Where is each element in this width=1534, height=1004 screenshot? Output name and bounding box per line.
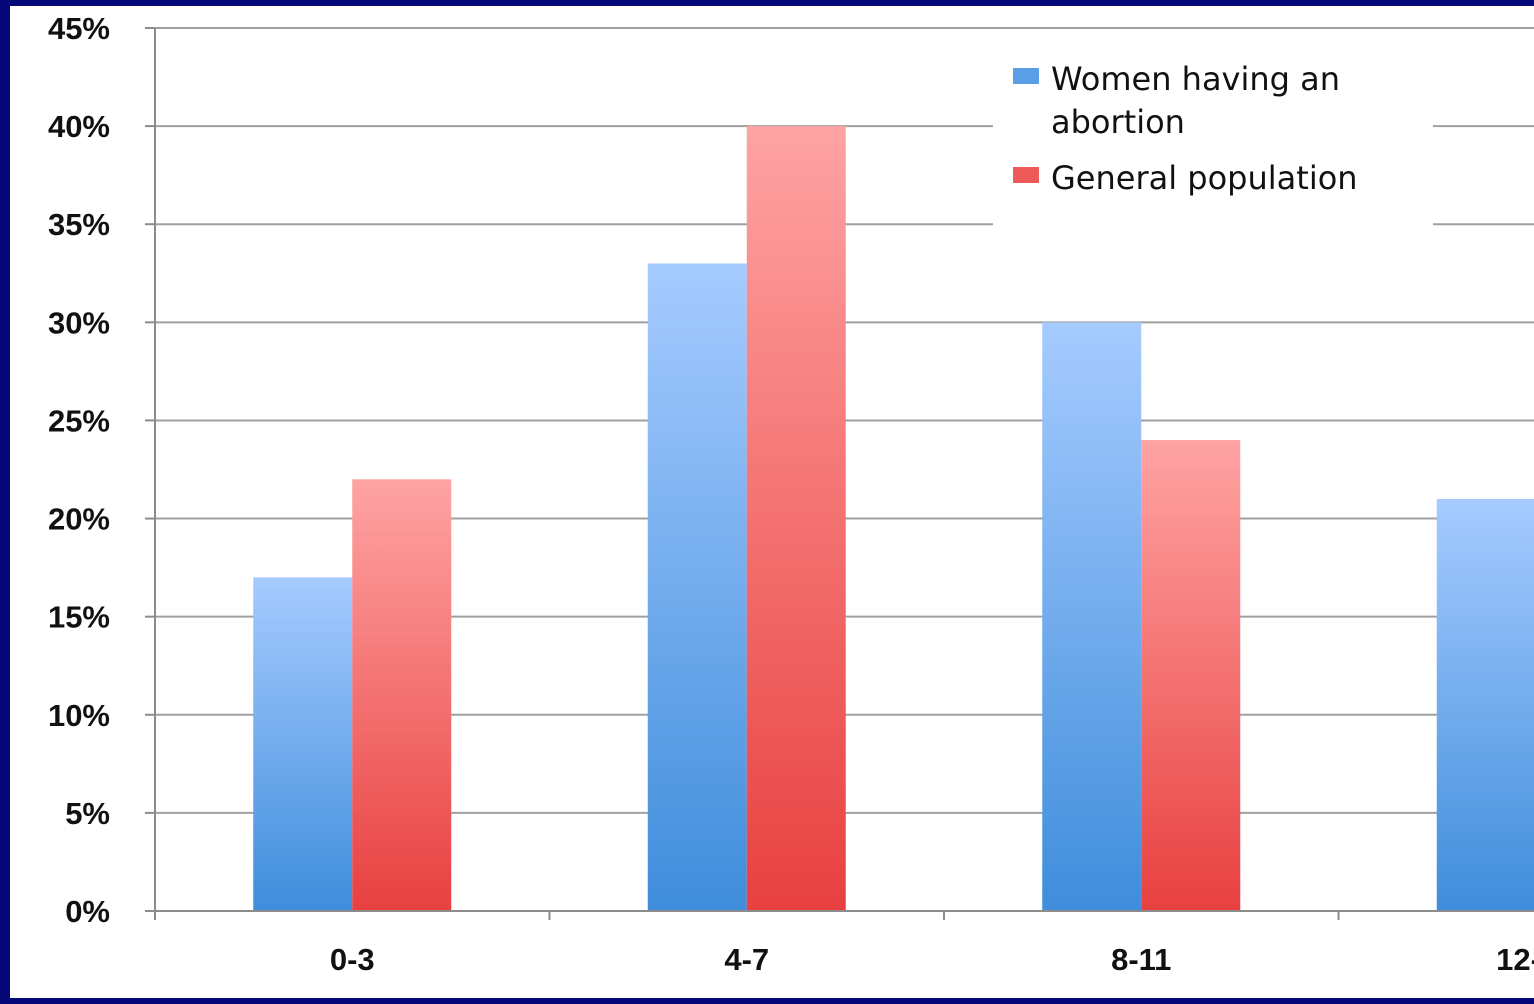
y-tick-label: 10% [48, 698, 110, 733]
bar-women-having-an-abortion-4-7 [647, 263, 747, 911]
legend-background [993, 52, 1433, 232]
legend-label: abortion [1051, 103, 1185, 141]
bar-general-population-0-3 [352, 479, 452, 911]
y-tick-label: 5% [65, 796, 110, 831]
y-tick-label: 35% [48, 207, 110, 242]
blue-square-icon [1013, 68, 1039, 84]
x-tick-label: 0-3 [330, 942, 375, 977]
y-axis-tick-labels: 0% 5% 10% 15% 20% 25% 30% 35% 40% 45% [48, 11, 110, 929]
y-tick-label: 40% [48, 109, 110, 144]
legend: Women having an abortion General populatio… [993, 52, 1433, 232]
legend-label: General population [1051, 159, 1358, 197]
x-tick-label: 4-7 [724, 942, 769, 977]
x-axis-tick-labels: 0-3 4-7 8-11 12-15 [330, 942, 1534, 977]
bar-women-having-an-abortion-8-11 [1042, 322, 1142, 911]
y-tick-label: 30% [48, 305, 110, 340]
y-tick-label: 0% [65, 894, 110, 929]
bar-women-having-an-abortion-0-3 [253, 577, 353, 911]
y-tick-label: 45% [48, 11, 110, 46]
y-tick-label: 25% [48, 403, 110, 438]
legend-label: Women having an [1051, 60, 1340, 98]
x-tick-label: 12-15 [1496, 942, 1534, 977]
x-tick-label: 8-11 [1111, 942, 1171, 977]
bar-general-population-4-7 [746, 126, 846, 912]
red-square-icon [1013, 167, 1039, 183]
bar-women-having-an-abortion-12-15 [1436, 498, 1534, 911]
y-tick-label: 15% [48, 600, 110, 635]
bar-general-population-8-11 [1141, 440, 1241, 911]
bars [253, 126, 1534, 912]
axes [145, 27, 1534, 920]
frame-bottom-edge [0, 998, 1534, 1004]
y-tick-label: 20% [48, 502, 110, 537]
